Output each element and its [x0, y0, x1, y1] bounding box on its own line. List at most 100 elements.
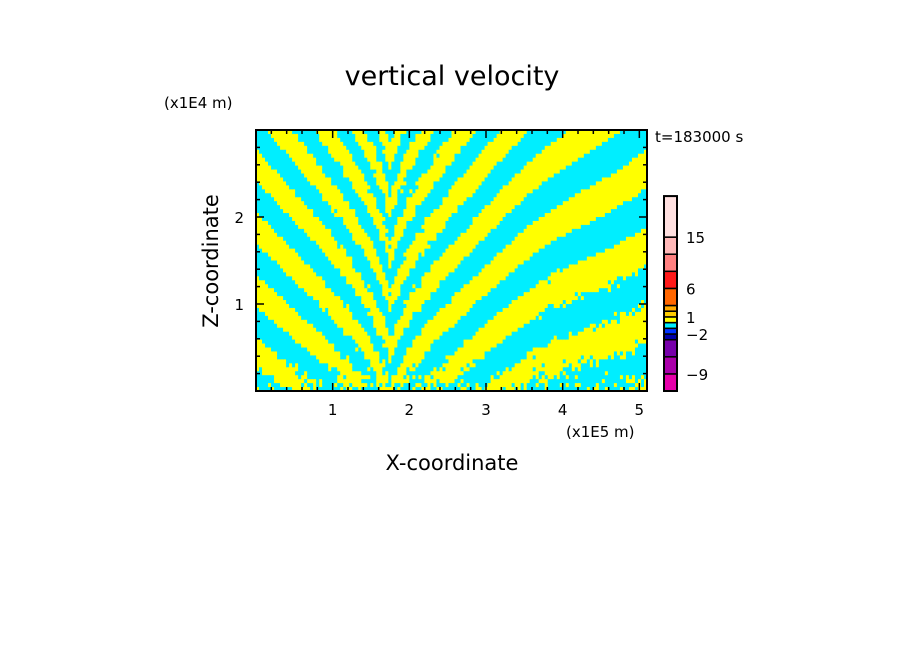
contour-cell — [475, 256, 480, 262]
contour-cell — [322, 375, 326, 380]
contour-cell — [436, 292, 441, 297]
contour-cell — [307, 272, 311, 277]
contour-cell — [262, 169, 266, 175]
contour-cell — [274, 244, 278, 250]
contour-cell — [367, 260, 371, 266]
contour-cell — [457, 130, 462, 135]
contour-cell — [304, 347, 308, 353]
contour-cell — [409, 371, 413, 376]
contour-cell — [343, 319, 347, 325]
contour-cell — [382, 264, 386, 269]
contour-cell — [286, 284, 290, 289]
contour-cell — [397, 217, 401, 222]
contour-cell — [421, 351, 426, 356]
contour-cell — [355, 268, 359, 273]
contour-cell — [400, 157, 404, 163]
contour-cell — [469, 185, 474, 190]
contour-cell — [376, 375, 380, 380]
contour-cell — [394, 296, 398, 301]
contour-cell — [457, 252, 462, 258]
contour-cell — [412, 315, 417, 321]
contour-cell — [445, 149, 450, 155]
contour-cell — [385, 331, 389, 337]
contour-cell — [367, 149, 371, 155]
contour-cell — [394, 280, 398, 285]
contour-cell — [457, 133, 462, 139]
contour-cell — [268, 375, 272, 380]
contour-cell — [400, 264, 404, 269]
contour-cell — [415, 304, 420, 309]
contour-cell — [451, 209, 456, 214]
contour-cell — [475, 161, 480, 167]
contour-cell — [379, 205, 383, 210]
contour-cell — [412, 379, 417, 384]
contour-cell — [331, 236, 335, 242]
contour-cell — [364, 351, 368, 356]
contour-cell — [307, 224, 311, 230]
contour-cell — [274, 224, 278, 230]
contour-cell — [316, 213, 320, 218]
contour-cell — [280, 185, 284, 190]
contour-cell — [409, 248, 413, 254]
contour-cell — [385, 169, 389, 175]
contour-cell — [472, 248, 477, 254]
contour-cell — [460, 224, 465, 230]
contour-cell — [382, 327, 386, 333]
contour-cell — [457, 157, 462, 163]
contour-cell — [427, 280, 432, 285]
contour-cell — [340, 319, 344, 325]
contour-cell — [262, 217, 266, 222]
contour-cell — [430, 311, 435, 317]
contour-cell — [370, 276, 374, 281]
contour-cell — [430, 130, 435, 135]
contour-cell — [310, 359, 314, 364]
contour-cell — [415, 133, 420, 139]
contour-cell — [367, 379, 371, 384]
contour-cell — [415, 311, 420, 317]
contour-cell — [454, 331, 459, 337]
contour-cell — [340, 217, 344, 222]
contour-cell — [400, 343, 404, 349]
contour-cell — [268, 284, 272, 289]
contour-cell — [280, 367, 284, 372]
contour-cell — [415, 137, 420, 143]
contour-cell — [355, 205, 359, 210]
contour-cell — [457, 145, 462, 151]
contour-cell — [349, 197, 353, 202]
contour-cell — [421, 327, 426, 333]
contour-cell — [478, 205, 483, 210]
contour-cell — [451, 236, 456, 242]
contour-cell — [412, 319, 417, 325]
contour-cell — [472, 371, 477, 376]
contour-cell — [400, 252, 404, 258]
contour-cell — [445, 383, 450, 388]
contour-cell — [331, 363, 335, 368]
contour-cell — [262, 189, 266, 194]
contour-cell — [301, 272, 305, 277]
contour-cell — [271, 217, 275, 222]
contour-cell — [454, 292, 459, 297]
contour-cell — [331, 153, 335, 159]
contour-cell — [355, 256, 359, 262]
contour-cell — [427, 296, 432, 301]
contour-cell — [313, 319, 317, 325]
contour-cell — [469, 217, 474, 222]
contour-cell — [277, 165, 281, 171]
contour-cell — [418, 177, 423, 182]
contour-cell — [442, 335, 447, 341]
contour-cell — [466, 185, 471, 190]
contour-cell — [364, 280, 368, 285]
contour-cell — [370, 335, 374, 341]
contour-cell — [319, 193, 323, 198]
contour-cell — [463, 205, 468, 210]
contour-cell — [382, 149, 386, 155]
contour-cell — [370, 133, 374, 139]
contour-cell — [289, 371, 293, 376]
contour-cell — [427, 300, 432, 305]
contour-cell — [469, 181, 474, 186]
contour-cell — [382, 232, 386, 238]
contour-cell — [319, 307, 323, 313]
contour-cell — [331, 197, 335, 202]
contour-cell — [283, 319, 287, 325]
contour-cell — [373, 217, 377, 222]
